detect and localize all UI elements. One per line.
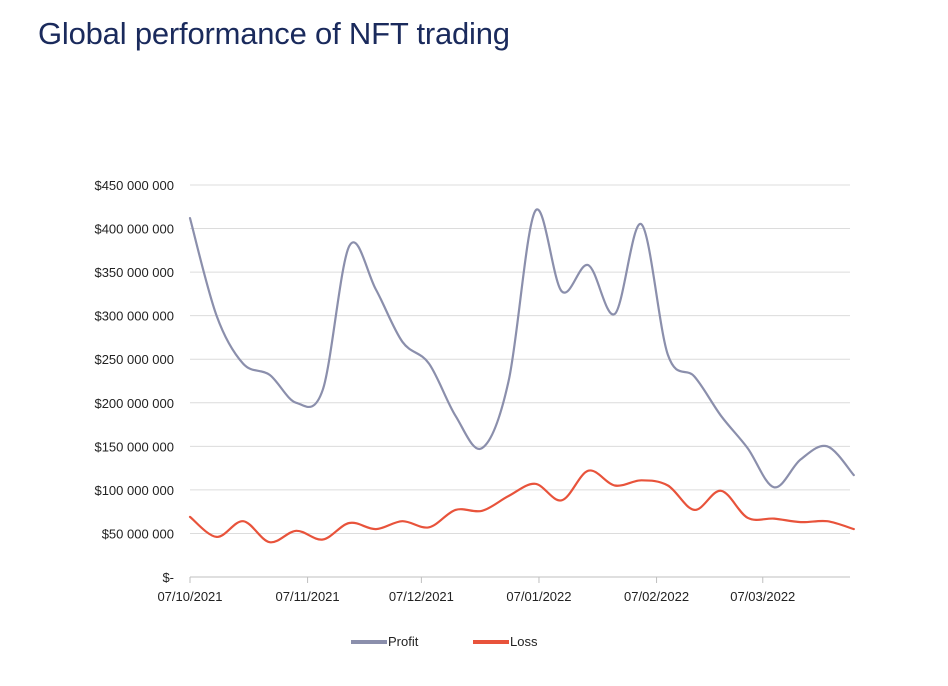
- legend-label-loss: Loss: [510, 634, 538, 649]
- y-tick-label: $200 000 000: [94, 396, 174, 411]
- y-tick-label: $100 000 000: [94, 483, 174, 498]
- x-tick-label: 07/02/2022: [624, 589, 689, 604]
- x-tick-label: 07/10/2021: [157, 589, 222, 604]
- x-tick-label: 07/11/2021: [276, 589, 340, 604]
- chart-title: Global performance of NFT trading: [38, 16, 510, 51]
- legend-label-profit: Profit: [388, 634, 419, 649]
- x-axis: 07/10/2021 07/11/2021 07/12/2021 07/01/2022…: [157, 576, 850, 604]
- legend: Profit Loss: [351, 634, 538, 649]
- y-tick-label: $350 000 000: [94, 265, 174, 280]
- series-line-loss: [188, 469, 855, 544]
- y-tick-label: $400 000 000: [94, 222, 174, 237]
- x-tick-label: 07/01/2022: [506, 589, 571, 604]
- y-tick-label: $450 000 000: [94, 178, 174, 193]
- y-tick-label: $150 000 000: [94, 439, 174, 454]
- y-tick-label: $300 000 000: [94, 309, 174, 324]
- y-tick-label: $250 000 000: [94, 352, 174, 367]
- y-tick-label: $50 000 000: [102, 526, 174, 541]
- series-lines: [188, 208, 855, 544]
- y-axis-ticks: $- $50 000 000 $100 000 000 $150 000 000 $20…: [94, 178, 174, 585]
- x-tick-label: 07/03/2022: [730, 589, 795, 604]
- series-line-profit: [188, 208, 855, 489]
- x-tick-label: 07/12/2021: [389, 589, 454, 604]
- y-tick-label: $-: [162, 570, 174, 585]
- gridlines: [190, 184, 850, 534]
